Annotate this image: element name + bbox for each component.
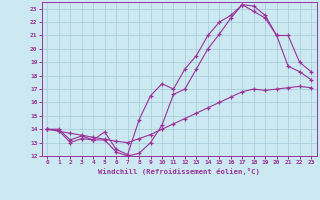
X-axis label: Windchill (Refroidissement éolien,°C): Windchill (Refroidissement éolien,°C) (98, 168, 260, 175)
